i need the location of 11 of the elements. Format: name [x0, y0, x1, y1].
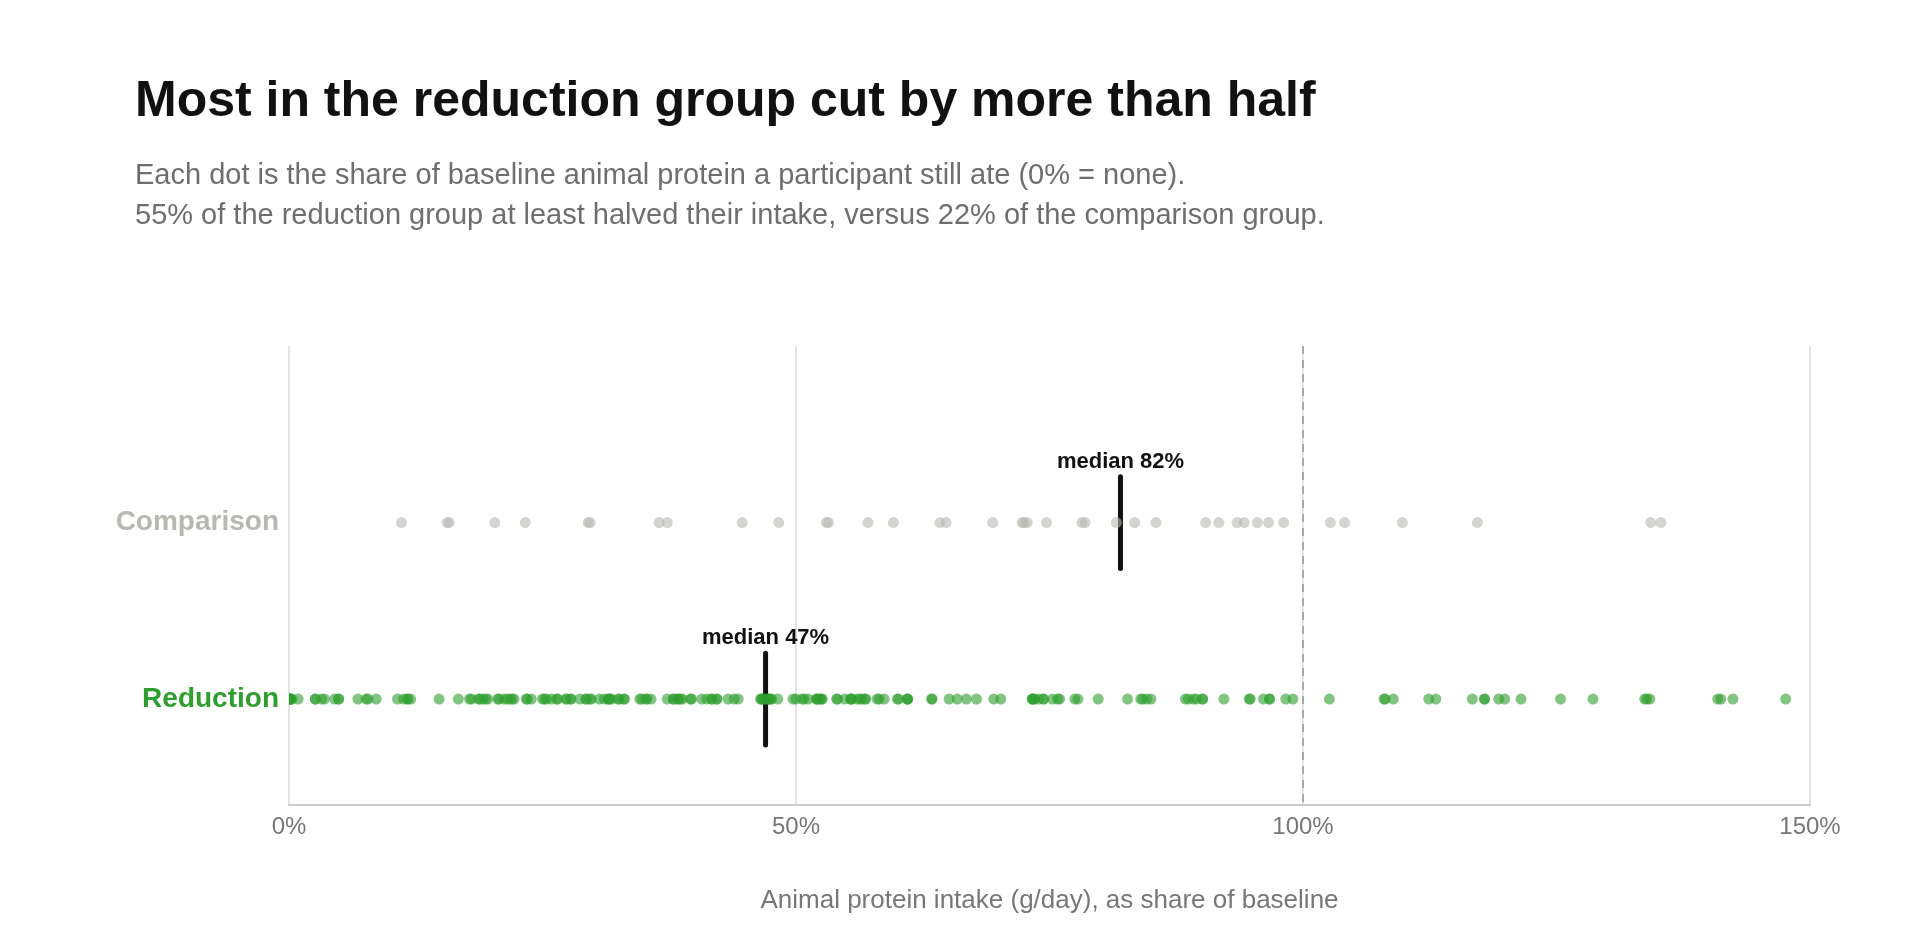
x-tick-label: 50%: [771, 812, 821, 840]
annotation: median 82%: [1056, 447, 1185, 473]
annotation: median 47%: [701, 624, 830, 650]
x-tick-label: 100%: [1272, 812, 1334, 840]
y-tick-label: Reduction: [142, 681, 279, 713]
x-tick-label: 0%: [271, 812, 307, 840]
chart-title: Most in the reduction group cut by more than half: [135, 70, 1316, 128]
x-axis-title: Animal protein intake (g/day), as share of baseline: [760, 883, 1339, 914]
chart-subtitle: Each dot is the share of baseline animal protein a participant still ate (0% = none). 55% of the reduction group at least halved their intake, versus 22% of the comparison group.: [135, 157, 1325, 232]
x-tick-label: 150%: [1779, 812, 1841, 840]
y-tick-label: Comparison: [115, 505, 279, 537]
